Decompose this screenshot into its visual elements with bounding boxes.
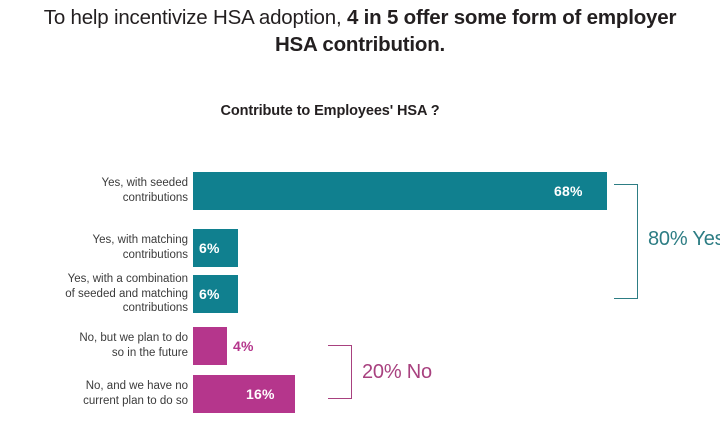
bar-value-label: 68%	[554, 183, 583, 199]
yes-group-label: 80% Yes	[648, 228, 720, 250]
headline-emphasis: 4 in 5 offer some form of employer HSA c…	[274, 6, 677, 56]
headline-regular: To help incentivize HSA adoption,	[43, 6, 347, 29]
category-label: Yes, with a combination of seeded and ma…	[65, 273, 188, 314]
no-group-bracket	[328, 345, 352, 399]
category-label: No, and we have no current plan to do so	[83, 380, 188, 407]
bar-segment	[193, 275, 238, 313]
category-label: Yes, with seeded contributions	[101, 177, 188, 204]
bar-value-label: 6%	[199, 240, 220, 256]
bar-segment	[193, 229, 238, 267]
bar-segment	[193, 172, 607, 210]
category-label: Yes, with matching contributions	[92, 234, 188, 261]
no-group-label: 20% No	[362, 361, 432, 383]
chart-title: Contribute to Employees' HSA ?	[220, 103, 440, 119]
category-label: No, but we plan to do so in the future	[79, 332, 188, 359]
bar-value-label: 6%	[199, 286, 220, 302]
bar-value-label: 4%	[233, 338, 254, 354]
bar-segment	[193, 327, 227, 365]
yes-group-bracket	[614, 184, 638, 299]
bar-value-label: 16%	[246, 386, 275, 402]
page-headline: To help incentivize HSA adoption, 4 in 5…	[40, 4, 680, 58]
bar-segment	[193, 375, 295, 413]
